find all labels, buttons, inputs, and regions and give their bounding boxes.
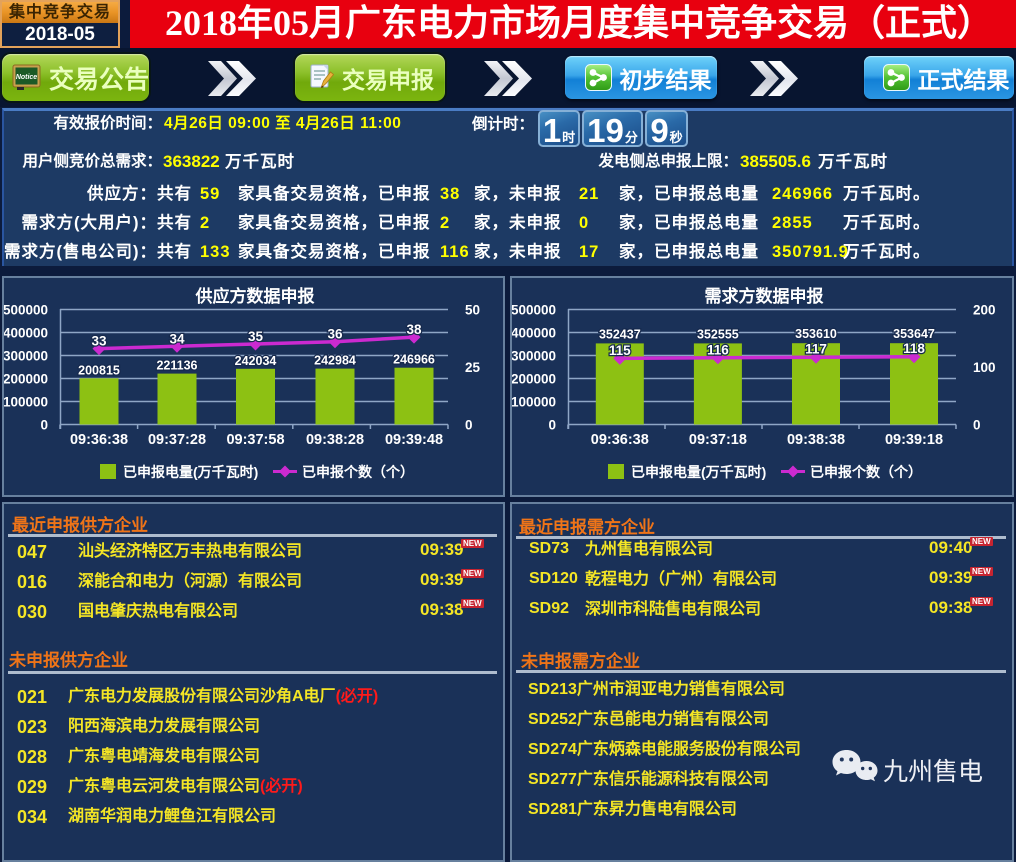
svg-text:300000: 300000	[4, 349, 48, 364]
svg-text:50: 50	[465, 303, 480, 318]
svg-text:242984: 242984	[314, 354, 356, 368]
svg-text:Notice: Notice	[16, 73, 37, 80]
svg-text:09:37:18: 09:37:18	[689, 432, 747, 448]
svg-text:09:36:38: 09:36:38	[591, 432, 649, 448]
svg-text:116: 116	[707, 342, 729, 357]
svg-text:09:39:18: 09:39:18	[885, 432, 943, 448]
svg-text:353647: 353647	[893, 327, 935, 341]
svg-text:0: 0	[548, 418, 556, 433]
svg-text:25: 25	[465, 360, 481, 375]
svg-text:200000: 200000	[512, 372, 556, 387]
svg-text:246966: 246966	[393, 353, 435, 367]
svg-text:供应方数据申报: 供应方数据申报	[195, 286, 315, 306]
svg-text:221136: 221136	[156, 359, 197, 373]
svg-text:200: 200	[973, 303, 996, 318]
svg-text:九州售电: 九州售电	[883, 758, 983, 786]
svg-text:300000: 300000	[512, 349, 556, 364]
svg-text:118: 118	[903, 341, 925, 356]
svg-text:已申报个数（个）: 已申报个数（个）	[302, 464, 414, 480]
svg-text:36: 36	[327, 327, 343, 342]
svg-text:34: 34	[169, 331, 185, 346]
svg-text:352437: 352437	[599, 327, 641, 341]
svg-text:0: 0	[973, 418, 981, 433]
svg-text:400000: 400000	[512, 326, 556, 341]
svg-text:09:39:48: 09:39:48	[385, 432, 443, 448]
svg-text:100: 100	[973, 360, 996, 375]
svg-text:400000: 400000	[4, 326, 48, 341]
svg-text:0: 0	[465, 418, 473, 433]
svg-text:500000: 500000	[512, 303, 556, 318]
svg-text:115: 115	[609, 343, 631, 358]
svg-text:200815: 200815	[78, 363, 120, 377]
svg-text:09:36:38: 09:36:38	[70, 432, 128, 448]
svg-text:09:37:58: 09:37:58	[226, 432, 284, 448]
svg-text:35: 35	[248, 329, 264, 344]
svg-text:352555: 352555	[697, 327, 739, 341]
svg-text:353610: 353610	[795, 327, 837, 341]
svg-text:已申报电量(万千瓦时): 已申报电量(万千瓦时)	[123, 464, 258, 480]
svg-text:500000: 500000	[4, 303, 48, 318]
svg-text:0: 0	[40, 418, 48, 433]
svg-text:需求方数据申报: 需求方数据申报	[705, 286, 824, 306]
svg-text:已申报电量(万千瓦时): 已申报电量(万千瓦时)	[631, 464, 766, 480]
svg-text:100000: 100000	[4, 395, 48, 410]
svg-text:33: 33	[91, 334, 107, 349]
svg-text:117: 117	[805, 342, 827, 357]
svg-text:100000: 100000	[512, 395, 556, 410]
svg-text:242034: 242034	[235, 354, 277, 368]
svg-text:09:38:28: 09:38:28	[306, 432, 364, 448]
svg-text:已申报个数（个）: 已申报个数（个）	[810, 464, 922, 480]
svg-text:200000: 200000	[4, 372, 48, 387]
svg-text:09:37:28: 09:37:28	[148, 432, 206, 448]
svg-text:38: 38	[406, 322, 422, 337]
svg-text:09:38:38: 09:38:38	[787, 432, 845, 448]
